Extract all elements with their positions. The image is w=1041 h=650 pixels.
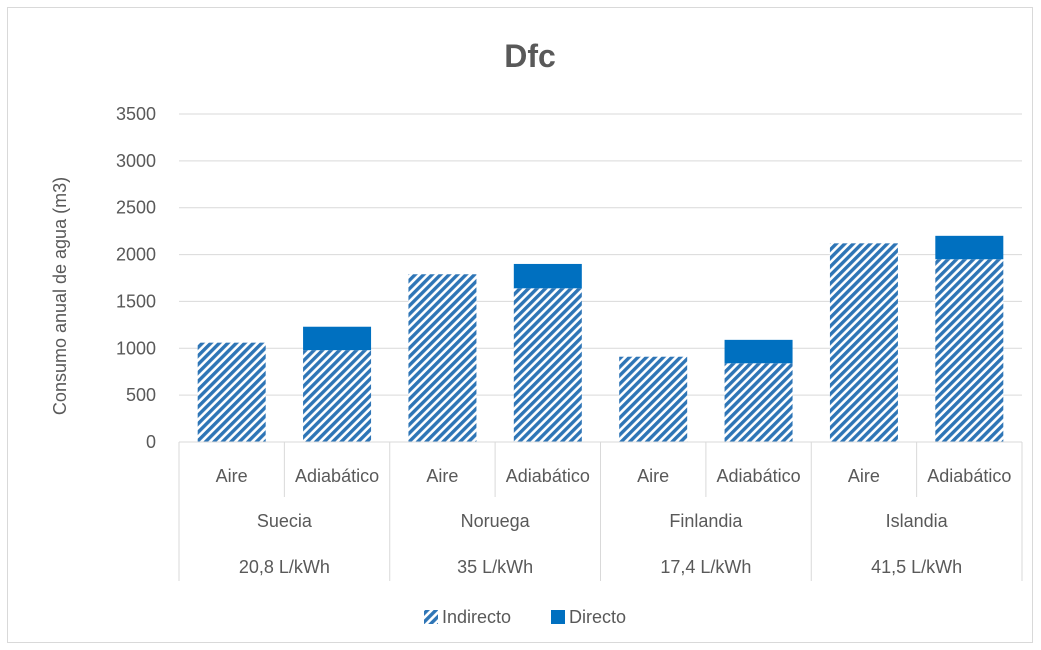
bar-directo <box>935 235 1004 260</box>
x-category-label: Adiabático <box>506 466 590 486</box>
x-category-label: Adiabático <box>295 466 379 486</box>
y-tick-label: 1000 <box>116 338 156 358</box>
bar-indirecto <box>935 259 1004 442</box>
bar-indirecto <box>197 342 266 442</box>
legend-label-indirecto: Indirecto <box>442 607 511 627</box>
x-rate-label: 17,4 L/kWh <box>660 557 751 577</box>
y-tick-label: 2000 <box>116 245 156 265</box>
bar-indirecto <box>408 274 477 442</box>
bar-directo <box>724 339 793 364</box>
bar-indirecto <box>619 356 688 442</box>
y-tick-label: 3000 <box>116 151 156 171</box>
y-axis-label: Consumo anual de agua (m3) <box>50 177 70 415</box>
y-tick-label: 2500 <box>116 198 156 218</box>
x-category-label: Adiabático <box>927 466 1011 486</box>
x-rate-label: 35 L/kWh <box>457 557 533 577</box>
bar-indirecto <box>513 288 582 442</box>
x-category-label: Aire <box>637 466 669 486</box>
x-category-label: Aire <box>848 466 880 486</box>
x-category-label: Adiabático <box>717 466 801 486</box>
bar-directo <box>303 326 372 351</box>
x-country-label: Finlandia <box>669 511 743 531</box>
y-tick-label: 0 <box>146 432 156 452</box>
bar-indirecto <box>829 243 898 442</box>
bar-directo <box>513 263 582 289</box>
x-country-label: Suecia <box>257 511 313 531</box>
legend-swatch-directo <box>551 610 565 624</box>
y-tick-label: 500 <box>126 385 156 405</box>
legend-swatch-indirecto <box>424 610 438 624</box>
bar-indirecto <box>303 350 372 442</box>
bar-indirecto <box>724 363 793 442</box>
x-country-label: Noruega <box>461 511 531 531</box>
y-tick-label: 3500 <box>116 104 156 124</box>
legend-label-directo: Directo <box>569 607 626 627</box>
chart-title: Dfc <box>504 38 556 74</box>
x-rate-label: 20,8 L/kWh <box>239 557 330 577</box>
x-category-label: Aire <box>426 466 458 486</box>
y-tick-label: 1500 <box>116 291 156 311</box>
x-category-label: Aire <box>216 466 248 486</box>
x-rate-label: 41,5 L/kWh <box>871 557 962 577</box>
x-country-label: Islandia <box>886 511 949 531</box>
